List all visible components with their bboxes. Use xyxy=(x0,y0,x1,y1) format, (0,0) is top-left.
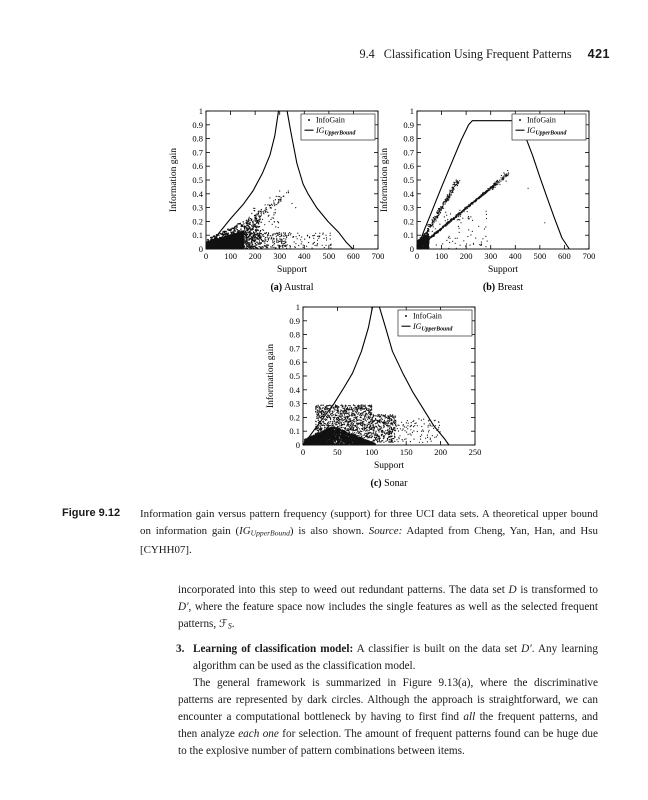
svg-text:1: 1 xyxy=(199,106,203,116)
svg-text:0.6: 0.6 xyxy=(192,161,203,171)
svg-text:250: 250 xyxy=(469,447,482,457)
svg-text:0.8: 0.8 xyxy=(289,330,300,340)
chart-sonar: 0 50 100 150 200 250 0 0.1 0.2 0.3 0.4 0.5 0.6 0.7 0.8… xyxy=(265,302,482,489)
svg-text:0.3: 0.3 xyxy=(403,203,414,213)
svg-text:200: 200 xyxy=(249,251,262,261)
svg-text:0.9: 0.9 xyxy=(403,120,414,130)
paragraph-continuation: incorporated into this step to weed out … xyxy=(178,584,599,631)
svg-text:100: 100 xyxy=(224,251,237,261)
svg-text:0.6: 0.6 xyxy=(403,161,414,171)
list-item-3: 3. Learning of classification model: A c… xyxy=(176,641,598,675)
svg-text:0.4: 0.4 xyxy=(403,189,414,199)
svg-text:Support: Support xyxy=(374,461,404,471)
svg-text:0.3: 0.3 xyxy=(192,203,203,213)
list-item-text: Learning of classification model: A clas… xyxy=(193,642,598,672)
svg-text:0.8: 0.8 xyxy=(192,134,203,144)
chart-austral: 0 100 200 300 400 500 600 700 0 0.1 0.2 0.3 0.4 0.5 0.… xyxy=(168,106,385,293)
svg-text:0.2: 0.2 xyxy=(289,412,300,422)
svg-text:500: 500 xyxy=(533,251,546,261)
svg-text:50: 50 xyxy=(333,447,342,457)
svg-text:Support: Support xyxy=(488,265,518,275)
svg-text:600: 600 xyxy=(558,251,571,261)
svg-text:300: 300 xyxy=(484,251,497,261)
svg-text:700: 700 xyxy=(372,251,385,261)
svg-text:0.2: 0.2 xyxy=(403,216,414,226)
body-text: incorporated into this step to weed out … xyxy=(176,582,599,760)
svg-text:300: 300 xyxy=(273,251,286,261)
svg-text:0.9: 0.9 xyxy=(289,316,300,326)
svg-text:700: 700 xyxy=(583,251,596,261)
chart-breast: 0 100 200 300 400 500 600 700 0 0.1 0.2 0.3 0.4 0.5 0.… xyxy=(379,106,596,293)
svg-text:0.1: 0.1 xyxy=(403,230,414,240)
svg-text:0.5: 0.5 xyxy=(289,371,300,381)
svg-text:InfoGain: InfoGain xyxy=(527,116,556,125)
svg-text:0.4: 0.4 xyxy=(289,385,300,395)
svg-text:100: 100 xyxy=(435,251,448,261)
figure-caption-text: Information gain versus pattern frequenc… xyxy=(140,508,598,556)
svg-text:0.3: 0.3 xyxy=(289,399,300,409)
svg-text:IGUpperBound: IGUpperBound xyxy=(412,322,452,333)
svg-text:InfoGain: InfoGain xyxy=(316,116,345,125)
paragraph-general-framework: The general framework is summarized in F… xyxy=(178,676,598,757)
svg-text:0: 0 xyxy=(296,440,300,450)
svg-text:0.2: 0.2 xyxy=(192,216,203,226)
figure-caption: Figure 9.12 Information gain versus patt… xyxy=(62,506,598,559)
svg-text:0.1: 0.1 xyxy=(192,230,203,240)
svg-text:150: 150 xyxy=(400,447,413,457)
svg-text:0: 0 xyxy=(204,251,208,261)
svg-text:Support: Support xyxy=(277,265,307,275)
svg-text:0.9: 0.9 xyxy=(192,120,203,130)
svg-text:0.4: 0.4 xyxy=(192,189,203,199)
svg-text:0.6: 0.6 xyxy=(289,357,300,367)
section-number: 9.4 xyxy=(359,47,375,61)
page-number: 421 xyxy=(587,47,610,61)
svg-text:IGUpperBound: IGUpperBound xyxy=(526,126,566,137)
svg-text:0.5: 0.5 xyxy=(192,175,203,185)
svg-text:0.7: 0.7 xyxy=(192,147,203,157)
svg-text:0.1: 0.1 xyxy=(289,426,300,436)
section-title: Classification Using Frequent Patterns xyxy=(383,47,572,61)
svg-text:0.7: 0.7 xyxy=(289,343,300,353)
svg-text:InfoGain: InfoGain xyxy=(413,312,442,321)
list-item-number: 3. xyxy=(176,642,185,655)
svg-text:Information gain: Information gain xyxy=(265,344,276,408)
svg-text:1: 1 xyxy=(296,302,300,312)
svg-text:400: 400 xyxy=(509,251,522,261)
svg-text:0.8: 0.8 xyxy=(403,134,414,144)
svg-text:Information gain: Information gain xyxy=(168,148,179,212)
svg-text:600: 600 xyxy=(347,251,360,261)
svg-text:100: 100 xyxy=(365,447,378,457)
svg-text:0: 0 xyxy=(199,244,203,254)
svg-text:0: 0 xyxy=(301,447,305,457)
running-head: 9.4 Classification Using Frequent Pattern… xyxy=(0,47,610,62)
svg-text:IGUpperBound: IGUpperBound xyxy=(315,126,355,137)
svg-text:(c) Sonar: (c) Sonar xyxy=(371,478,409,489)
svg-text:500: 500 xyxy=(322,251,335,261)
svg-text:200: 200 xyxy=(434,447,447,457)
svg-text:400: 400 xyxy=(298,251,311,261)
svg-text:(b) Breast: (b) Breast xyxy=(483,282,524,293)
svg-text:Information gain: Information gain xyxy=(379,148,390,212)
svg-text:0: 0 xyxy=(410,244,414,254)
svg-text:(a) Austral: (a) Austral xyxy=(270,282,313,293)
svg-text:1: 1 xyxy=(410,106,414,116)
svg-text:200: 200 xyxy=(460,251,473,261)
svg-text:0: 0 xyxy=(415,251,419,261)
figure-label: Figure 9.12 xyxy=(62,507,121,519)
svg-text:0.5: 0.5 xyxy=(403,175,414,185)
svg-text:0.7: 0.7 xyxy=(403,147,414,157)
